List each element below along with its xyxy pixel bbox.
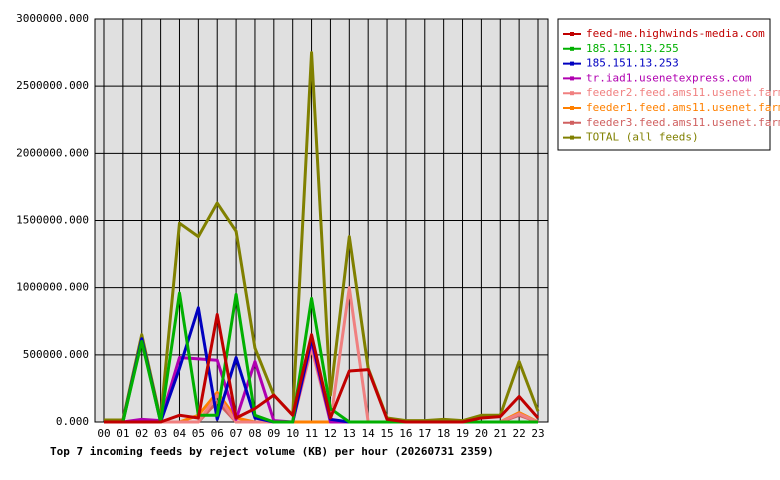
series-line (104, 313, 540, 424)
legend-marker (570, 32, 574, 36)
x-tick-label: 19 (456, 427, 469, 440)
x-tick-label: 15 (380, 427, 393, 440)
series-line (104, 51, 540, 423)
legend-marker (570, 120, 574, 125)
legend-label: 185.151.13.253 (586, 57, 679, 70)
x-tick-label: 07 (229, 427, 242, 440)
x-tick-label: 21 (494, 427, 507, 440)
y-tick-label: 1000000.000 (16, 281, 89, 294)
x-tick-label: 20 (475, 427, 488, 440)
legend-marker (570, 61, 574, 66)
legend-marker (570, 91, 574, 96)
y-tick-label: 0.000 (56, 415, 89, 428)
y-tick-label: 2000000.000 (16, 146, 89, 159)
x-tick-label: 06 (211, 427, 224, 440)
x-tick-label: 17 (418, 427, 431, 440)
x-tick-label: 05 (192, 427, 205, 440)
chart-title: Top 7 incoming feeds by reject volume (K… (50, 445, 494, 458)
legend-label: feed-me.highwinds-media.com (586, 27, 765, 40)
legend-label: 185.151.13.255 (586, 42, 679, 55)
legend-label: feeder1.feed.ams11.usenet.farm (586, 101, 780, 114)
x-tick-label: 09 (267, 427, 280, 440)
x-tick-label: 16 (399, 427, 412, 440)
x-tick-label: 14 (362, 427, 376, 440)
x-tick-label: 08 (248, 427, 261, 440)
y-tick-label: 2500000.000 (16, 79, 89, 92)
x-tick-label: 13 (343, 427, 356, 440)
legend-box (557, 18, 771, 151)
x-tick-label: 18 (437, 427, 450, 440)
y-tick-label: 1500000.000 (16, 214, 89, 227)
x-tick-label: 04 (173, 427, 187, 440)
legend-label: tr.iad1.usenetexpress.com (586, 71, 752, 84)
legend-marker (570, 106, 574, 110)
x-tick-label: 00 (97, 427, 110, 440)
x-tick-label: 22 (513, 427, 526, 440)
x-tick-label: 02 (135, 427, 148, 440)
x-tick-label: 12 (324, 427, 337, 440)
legend-marker (570, 135, 574, 140)
x-tick-label: 23 (531, 427, 544, 440)
legend-marker (570, 46, 574, 51)
legend-label: TOTAL (all feeds) (586, 131, 699, 144)
x-tick-label: 01 (116, 427, 129, 440)
y-tick-label: 500000.000 (23, 348, 89, 361)
y-tick-label: 3000000.000 (16, 12, 89, 25)
legend-marker (570, 76, 574, 81)
legend-label: feeder2.feed.ams11.usenet.farm (586, 86, 780, 99)
x-tick-label: 11 (305, 427, 318, 440)
x-tick-label: 03 (154, 427, 167, 440)
legend-label: feeder3.feed.ams11.usenet.farm (586, 116, 780, 129)
x-tick-label: 10 (286, 427, 299, 440)
